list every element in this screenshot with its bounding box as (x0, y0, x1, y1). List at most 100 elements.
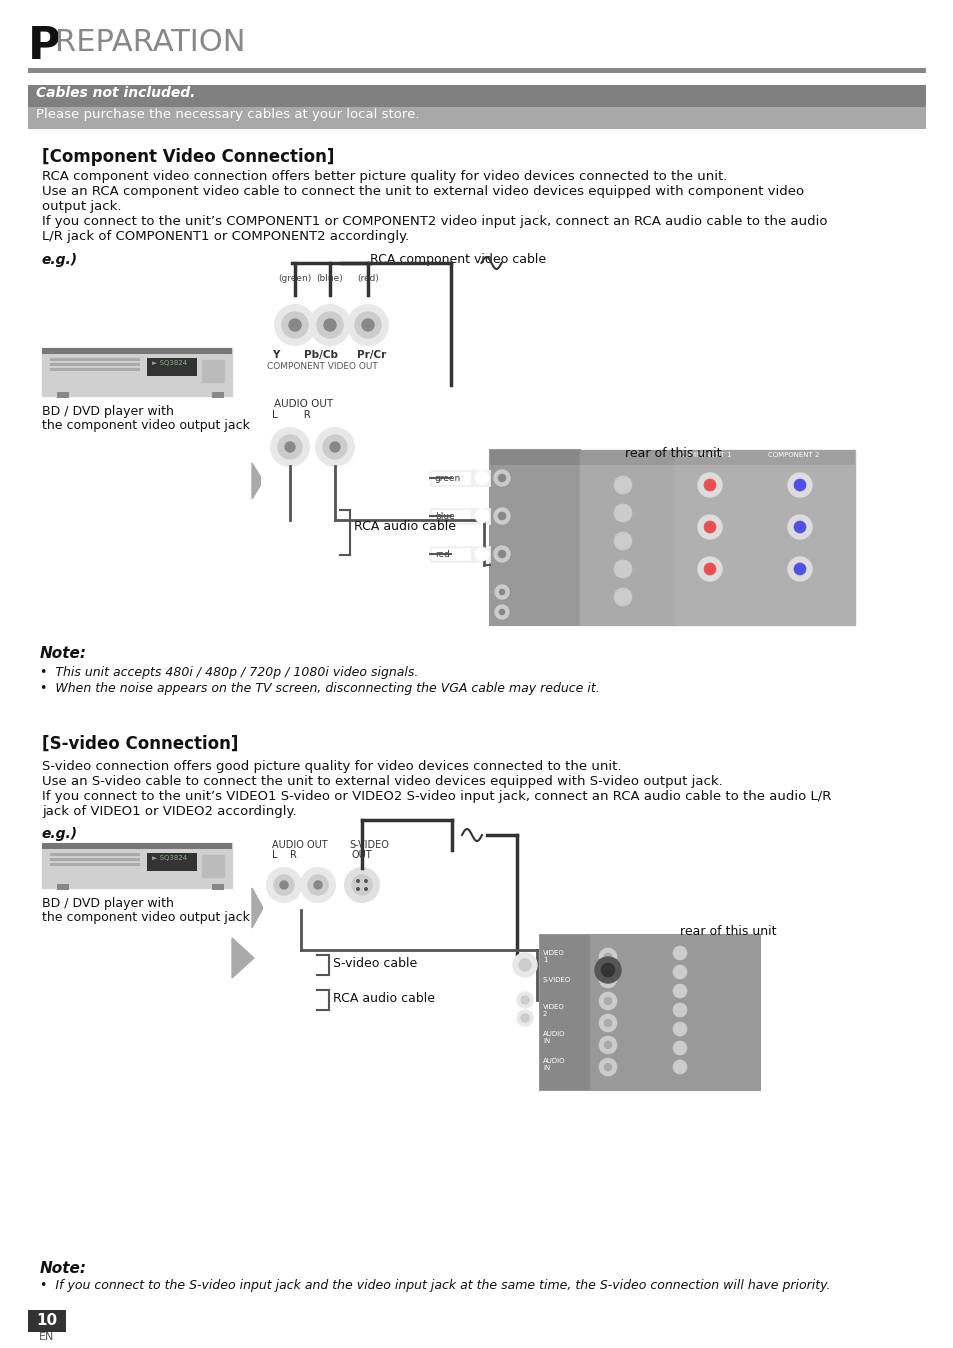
Text: (green): (green) (278, 274, 312, 283)
Circle shape (498, 589, 504, 594)
Circle shape (698, 473, 721, 497)
Circle shape (355, 311, 380, 338)
Circle shape (274, 305, 314, 345)
Bar (212, 392, 224, 398)
Text: green: green (435, 474, 460, 483)
Bar (430, 546, 490, 562)
Text: Cables not included.: Cables not included. (36, 86, 195, 100)
Text: L    R: L R (272, 851, 296, 860)
Text: VIDEO
2: VIDEO 2 (542, 1004, 564, 1016)
Text: Pb: Pb (702, 523, 711, 528)
Text: COMPONENT 2: COMPONENT 2 (767, 452, 819, 458)
Bar (50, 368, 140, 371)
Circle shape (280, 882, 288, 888)
Circle shape (787, 473, 811, 497)
Circle shape (698, 557, 721, 581)
Circle shape (289, 319, 301, 332)
Bar (42, 348, 232, 355)
Bar (50, 857, 140, 861)
Text: P: P (28, 26, 61, 67)
Circle shape (603, 975, 612, 983)
Text: Pr: Pr (792, 565, 799, 572)
Bar (28, 1254, 925, 1313)
Circle shape (267, 868, 301, 902)
Text: RCA audio cable: RCA audio cable (354, 520, 456, 532)
Circle shape (494, 470, 510, 487)
Bar (262, 270, 423, 390)
Bar (579, 450, 675, 465)
Circle shape (603, 1041, 612, 1049)
Bar (202, 855, 224, 878)
Circle shape (672, 1041, 686, 1055)
Circle shape (672, 984, 686, 998)
Bar (490, 450, 579, 625)
Circle shape (355, 879, 359, 883)
Text: AUDIO
IN: AUDIO IN (542, 1031, 565, 1043)
Text: BD / DVD player with: BD / DVD player with (42, 896, 173, 910)
Text: Note:: Note: (40, 1260, 87, 1277)
Circle shape (672, 1003, 686, 1016)
Text: If you connect to the unit’s COMPONENT1 or COMPONENT2 video input jack, connect : If you connect to the unit’s COMPONENT1 … (42, 214, 826, 228)
Circle shape (310, 305, 350, 345)
Circle shape (285, 442, 294, 452)
Circle shape (348, 305, 388, 345)
Bar (50, 853, 140, 856)
Circle shape (787, 515, 811, 539)
Circle shape (787, 557, 811, 581)
Circle shape (793, 479, 805, 491)
Circle shape (598, 1058, 617, 1076)
Bar (262, 395, 401, 485)
Text: [Component Video Connection]: [Component Video Connection] (42, 148, 334, 166)
Polygon shape (252, 888, 263, 927)
Circle shape (497, 512, 505, 520)
Text: Y: Y (272, 350, 279, 360)
Circle shape (497, 474, 505, 483)
Text: Use an S-video cable to connect the unit to external video devices equipped with: Use an S-video cable to connect the unit… (42, 775, 722, 789)
Bar (202, 360, 224, 381)
Circle shape (513, 953, 537, 977)
Circle shape (495, 605, 509, 619)
Bar (28, 106, 925, 129)
Circle shape (517, 992, 533, 1008)
Circle shape (672, 1022, 686, 1037)
Text: •  If you connect to the S-video input jack and the video input jack at the same: • If you connect to the S-video input ja… (40, 1279, 830, 1291)
Bar (490, 450, 579, 465)
Circle shape (494, 508, 510, 524)
Circle shape (517, 1010, 533, 1026)
Circle shape (793, 520, 805, 532)
Circle shape (603, 953, 612, 961)
Bar (57, 392, 69, 398)
Bar (539, 936, 589, 1091)
Text: Note:: Note: (40, 646, 87, 661)
Circle shape (703, 520, 716, 532)
Text: VIDEO
1: VIDEO 1 (542, 950, 564, 962)
Circle shape (703, 479, 716, 491)
Circle shape (316, 311, 343, 338)
Circle shape (595, 957, 620, 983)
Text: Y: Y (792, 481, 797, 487)
Circle shape (598, 1037, 617, 1054)
Circle shape (495, 585, 509, 599)
Bar (675, 450, 854, 625)
Bar (432, 510, 470, 522)
Text: Pr/Cr: Pr/Cr (356, 350, 386, 360)
Bar (147, 853, 196, 871)
Circle shape (345, 868, 378, 902)
Circle shape (271, 429, 309, 466)
Circle shape (603, 1064, 612, 1072)
Circle shape (308, 875, 328, 895)
Circle shape (703, 563, 716, 576)
Circle shape (364, 887, 368, 891)
Circle shape (698, 515, 721, 539)
Text: OUT: OUT (352, 851, 373, 860)
Circle shape (497, 550, 505, 558)
Text: 10: 10 (36, 1313, 57, 1328)
Text: rear of this unit: rear of this unit (624, 448, 720, 460)
Text: BD / DVD player with: BD / DVD player with (42, 404, 173, 418)
Text: AUDIO
IN: AUDIO IN (542, 1058, 565, 1072)
Text: S-video connection offers good picture quality for video devices connected to th: S-video connection offers good picture q… (42, 760, 620, 772)
Bar (28, 638, 925, 716)
Text: ► SQ3824: ► SQ3824 (152, 360, 187, 367)
Text: RCA audio cable: RCA audio cable (333, 992, 435, 1006)
Text: the component video output jack: the component video output jack (42, 911, 250, 923)
